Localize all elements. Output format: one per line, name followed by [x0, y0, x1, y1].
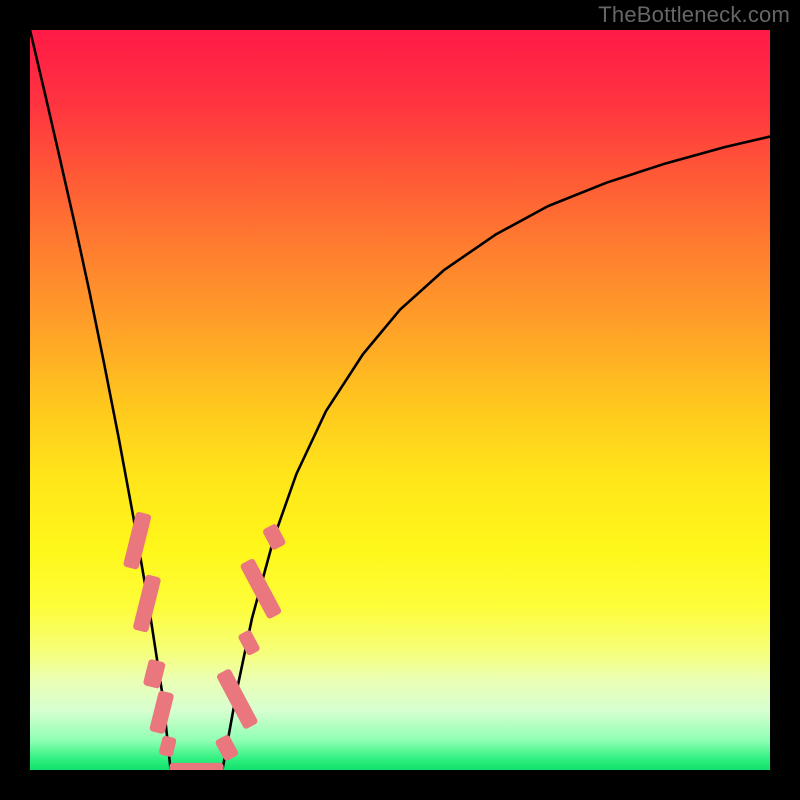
plot-svg — [30, 30, 770, 770]
plot-area — [30, 30, 770, 770]
plot-background — [30, 30, 770, 770]
watermark-text: TheBottleneck.com — [598, 2, 790, 28]
marker-bottom-0 — [170, 763, 223, 770]
chart-frame: TheBottleneck.com — [0, 0, 800, 800]
